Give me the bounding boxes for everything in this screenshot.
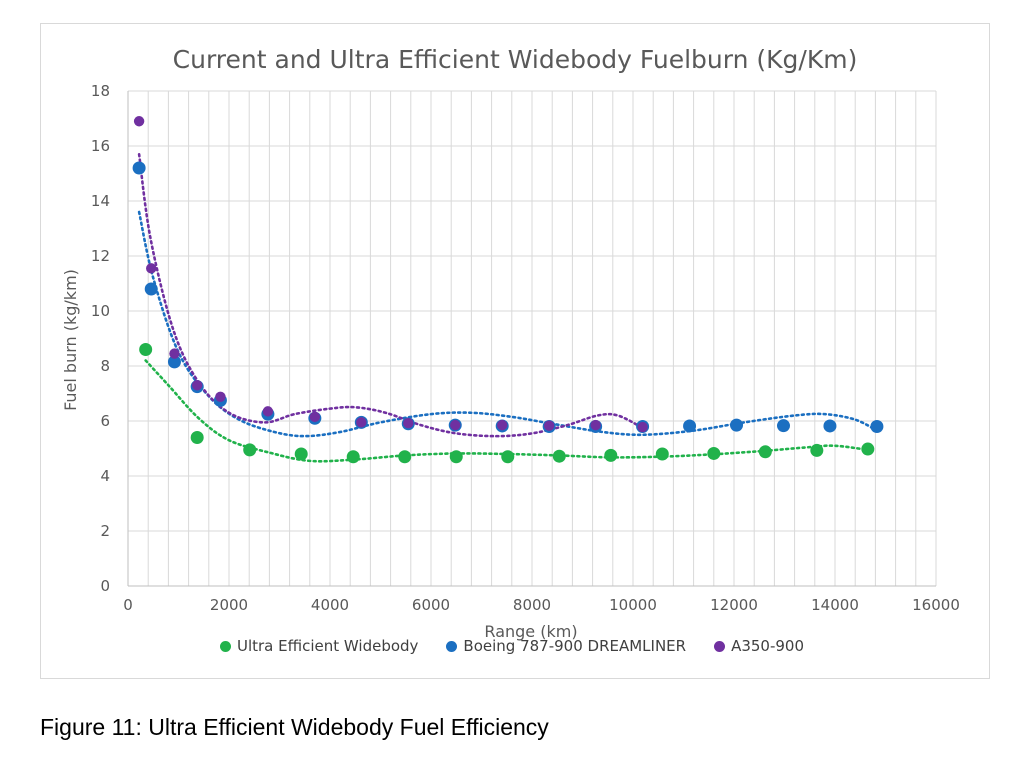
point-a350	[146, 263, 157, 274]
point-a350	[356, 417, 367, 428]
point-ultra-efficient	[552, 449, 566, 463]
point-787	[683, 419, 697, 433]
point-a350	[450, 419, 461, 431]
legend-label-787: Boeing 787-900 DREAMLINER	[463, 637, 687, 655]
chart-legend: Ultra Efficient Widebody Boeing 787-900 …	[0, 637, 1024, 655]
x-tick-label: 16000	[912, 596, 960, 614]
y-tick-label: 2	[100, 522, 110, 540]
point-a350	[191, 380, 203, 391]
point-a350	[637, 421, 648, 433]
point-a350	[590, 419, 601, 431]
point-ultra-efficient	[398, 450, 412, 464]
legend-label-ultra-efficient: Ultra Efficient Widebody	[236, 637, 419, 655]
legend-item-a350[interactable]: A350-900	[714, 637, 804, 655]
y-tick-label: 6	[100, 412, 110, 430]
point-a350	[403, 418, 414, 429]
x-tick-label: 0	[123, 596, 133, 614]
y-tick-label: 14	[91, 192, 110, 210]
chart-title: Current and Ultra Efficient Widebody Fue…	[173, 45, 858, 74]
x-tick-label: 14000	[811, 596, 859, 614]
point-a350	[169, 348, 180, 359]
point-a350	[309, 411, 321, 423]
legend-item-787[interactable]: Boeing 787-900 DREAMLINER	[446, 637, 686, 655]
point-ultra-efficient	[449, 450, 463, 464]
point-ultra-efficient	[758, 445, 772, 459]
legend-marker-a350	[714, 640, 726, 652]
x-tick-label: 8000	[513, 596, 551, 614]
x-tick-label: 4000	[311, 596, 349, 614]
y-axis-title: Fuel burn (kg/km)	[61, 269, 80, 411]
point-layer	[132, 116, 884, 464]
y-tick-label: 16	[91, 137, 110, 155]
x-tick-label: 6000	[412, 596, 450, 614]
legend-label-a350: A350-900	[731, 637, 805, 655]
y-tick-label: 18	[91, 82, 110, 100]
chart-svg: 0 2000 4000 6000 8000 10000 12000 14000 16000 0 2 4…	[61, 45, 960, 641]
x-axis-title: Range (km)	[484, 622, 577, 641]
point-a350	[133, 116, 145, 127]
y-tick-label: 12	[91, 247, 110, 265]
point-787	[144, 282, 158, 296]
point-787	[823, 419, 837, 433]
point-ultra-efficient	[810, 443, 824, 457]
legend-marker-787	[446, 640, 458, 652]
grid-layer	[128, 90, 937, 586]
point-a350	[262, 406, 274, 417]
point-ultra-efficient	[346, 450, 360, 464]
point-787	[132, 161, 146, 175]
point-787	[730, 418, 744, 432]
point-ultra-efficient	[294, 447, 308, 461]
point-ultra-efficient	[139, 343, 153, 356]
x-tick-label: 2000	[210, 596, 248, 614]
point-ultra-efficient	[655, 447, 669, 461]
chart-frame	[40, 23, 990, 679]
point-ultra-efficient	[707, 446, 721, 460]
figure-caption: Figure 11: Ultra Efficient Widebody Fuel…	[40, 714, 549, 740]
point-ultra-efficient	[243, 443, 257, 457]
y-tick-label: 0	[100, 577, 110, 595]
x-tick-label: 12000	[710, 596, 758, 614]
point-787	[167, 355, 181, 369]
legend-item-ultra-efficient[interactable]: Ultra Efficient Widebody	[219, 637, 419, 655]
x-tick-label: 10000	[609, 596, 657, 614]
trendline-a350	[137, 152, 644, 438]
legend-marker-ultra-efficient	[219, 640, 231, 652]
y-tick-label: 10	[91, 302, 110, 320]
point-a350	[497, 419, 508, 431]
point-787	[870, 420, 884, 433]
y-tick-label: 8	[100, 357, 110, 375]
point-a350	[543, 420, 555, 431]
trendline-787	[137, 210, 879, 438]
point-ultra-efficient	[501, 450, 515, 464]
axis-layer: 0 2000 4000 6000 8000 10000 12000 14000 16000 0 2 4…	[91, 82, 960, 614]
trend-layer	[137, 152, 879, 463]
point-ultra-efficient	[604, 448, 618, 462]
point-787	[776, 419, 790, 433]
point-a350	[215, 391, 226, 402]
y-tick-label: 4	[100, 467, 110, 485]
point-ultra-efficient	[861, 442, 875, 456]
point-ultra-efficient	[190, 431, 204, 444]
